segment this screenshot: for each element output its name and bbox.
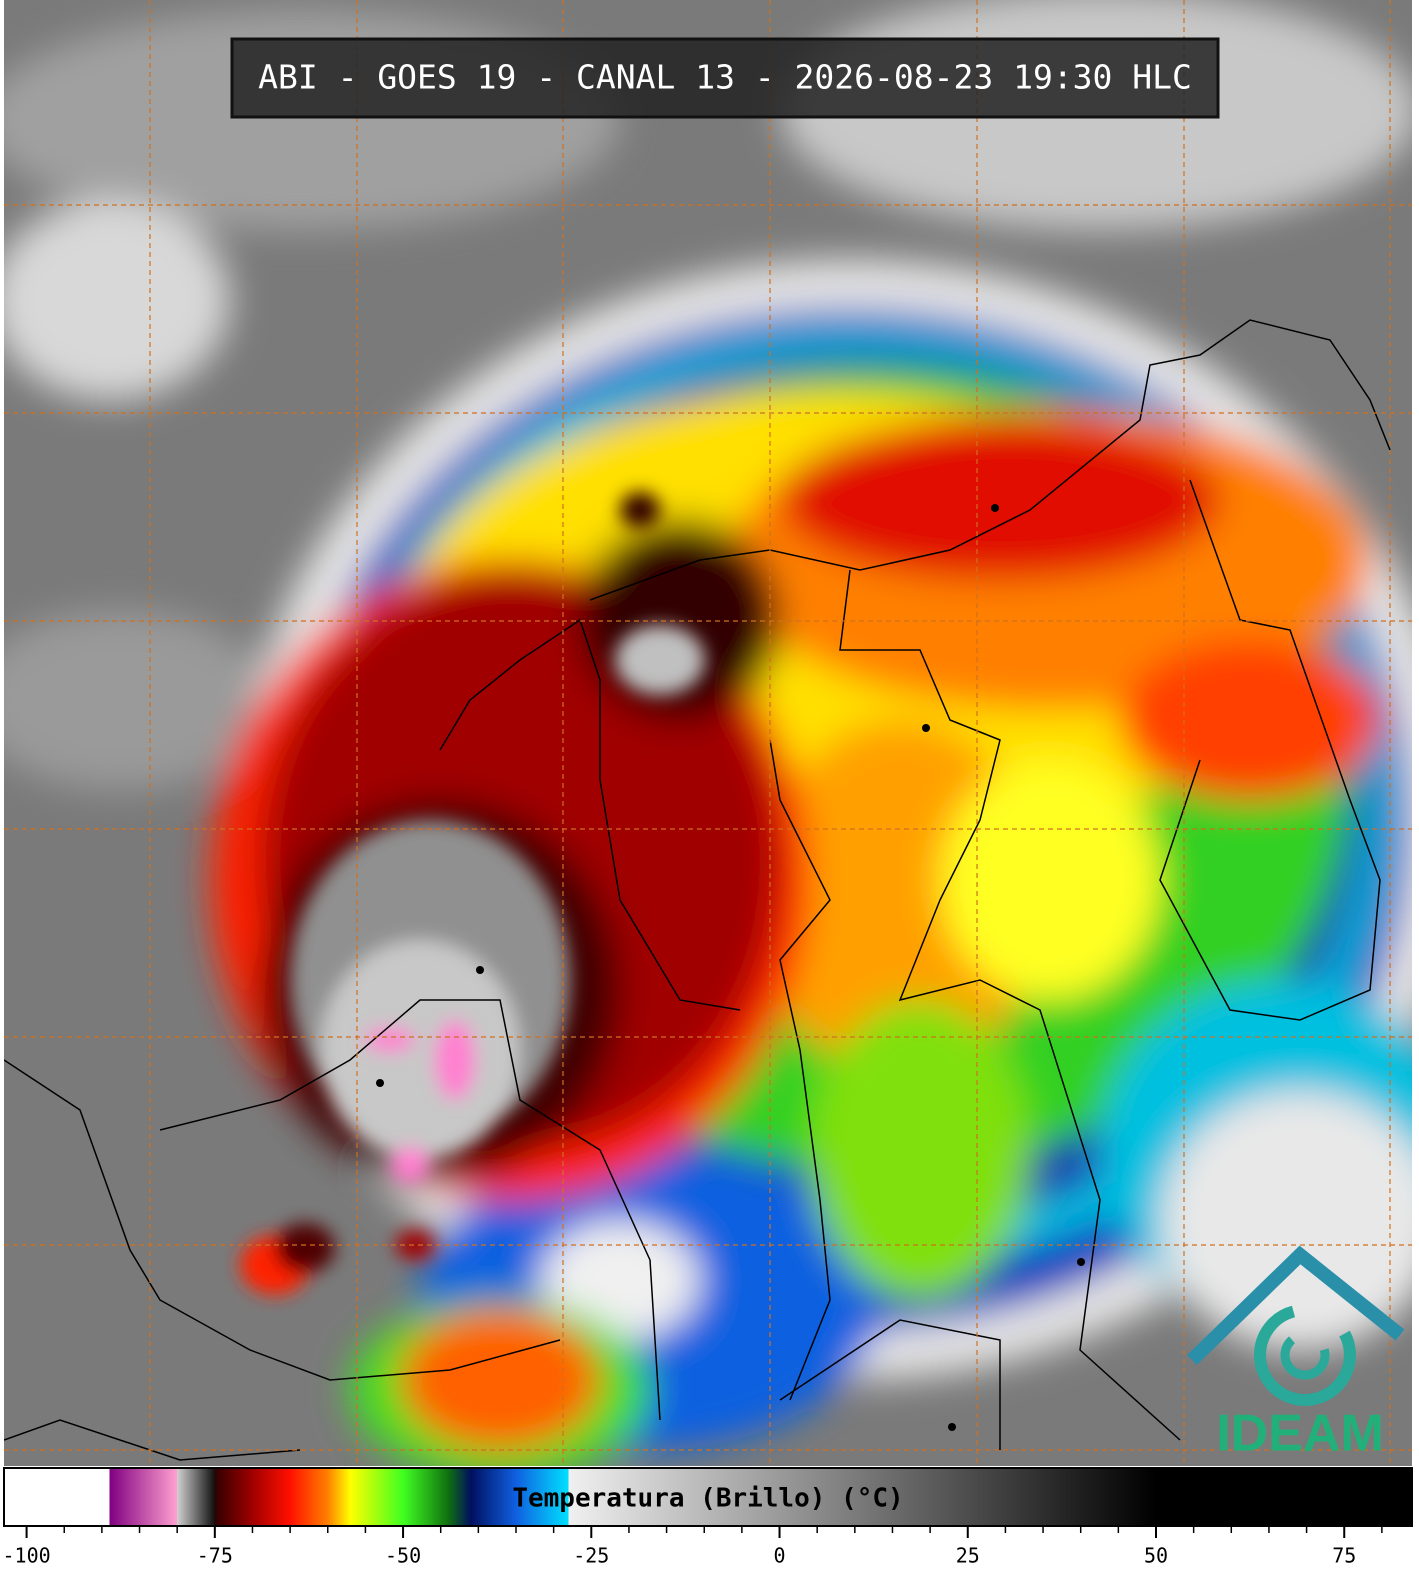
tick-label: 50 [1144, 1544, 1168, 1568]
tick-label: -50 [385, 1544, 421, 1568]
tick-label: -75 [197, 1544, 233, 1568]
tick-label: 75 [1332, 1544, 1356, 1568]
title: ABI - GOES 19 - CANAL 13 - 2026-08-23 19… [258, 58, 1192, 97]
tick-label: -100 [3, 1544, 51, 1568]
colorbar-label: Temperatura (Brillo) (°C) [512, 1484, 903, 1514]
logo-text: IDEAM [1216, 1405, 1384, 1463]
cities [376, 504, 1085, 1431]
colorbar-ramp [3, 1467, 1413, 1527]
map: IDEAM [4, 0, 1412, 1466]
graticule [4, 0, 1412, 1466]
tick-label: 0 [774, 1544, 786, 1568]
colorbar: Temperatura (Brillo) (°C) -100 -75 -50 -25 0… [3, 1467, 1413, 1568]
logo: IDEAM [1187, 1245, 1405, 1463]
tick-label: -25 [573, 1544, 609, 1568]
tick-label: 25 [956, 1544, 980, 1568]
title-box [230, 37, 1220, 119]
